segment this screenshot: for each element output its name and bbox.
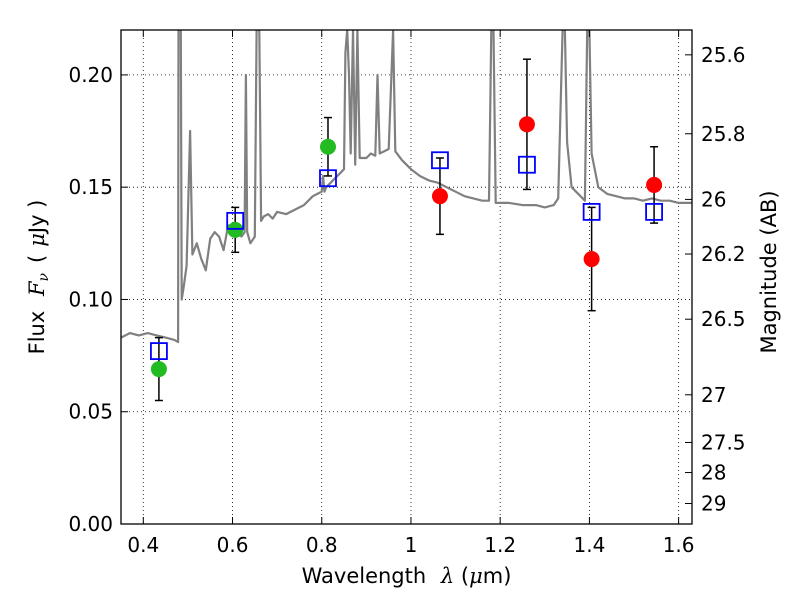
x-tick-label: 0.4: [127, 533, 159, 557]
x-tick-label: 1.2: [484, 533, 516, 557]
data-point: [227, 221, 244, 238]
data-point: [583, 251, 600, 268]
y2-tick-label: 26: [701, 187, 726, 211]
y-tick-label: 0.00: [68, 512, 113, 536]
data-point: [431, 188, 448, 205]
y-axis-label: Flux Fν(μJy ): [25, 200, 52, 355]
model-layer: [121, 30, 692, 344]
y2-tick-label: 25.8: [701, 122, 746, 146]
y-tick-label: 0.05: [68, 400, 113, 424]
x-tick-label: 0.6: [217, 533, 249, 557]
y-axis-label-group: Flux Fν(μJy ): [25, 200, 52, 355]
x-axis-label: Wavelength λ (μm): [302, 564, 512, 588]
y2-axis-label: Magnitude (AB): [757, 190, 781, 353]
x-tick-label: 1.4: [573, 533, 605, 557]
model-point: [582, 202, 601, 221]
y2-tick-label: 26.5: [701, 307, 746, 331]
y-tick-label: 0.20: [68, 63, 113, 87]
model-point: [150, 342, 168, 361]
y2-tick-label: 27: [701, 383, 726, 407]
x-tick-label: 0.8: [306, 533, 338, 557]
y-tick-label: 0.10: [68, 287, 113, 311]
grid-layer: [121, 30, 692, 525]
model-point: [226, 211, 245, 230]
model-point: [431, 151, 449, 170]
model-point: [319, 169, 337, 188]
data-point: [319, 138, 336, 155]
plot-frame: [120, 29, 693, 525]
x-tick-label: 1.6: [663, 533, 695, 557]
y2-tick-label: 27.5: [701, 430, 746, 454]
data-point: [150, 361, 167, 378]
model-spectrum-line: [121, 30, 692, 344]
model-point: [645, 202, 663, 221]
y2-tick-label: 28: [701, 461, 726, 485]
y-tick-label: 0.15: [68, 175, 113, 199]
y2-tick-label: 25.6: [701, 43, 746, 67]
data-point: [646, 176, 663, 193]
marker-layer: [150, 116, 663, 378]
tick-layer: 0.4 0.6 0.8 1 1.2 1.4 1.6 0.00 0.05 0.10 0.15 0.20 2…: [68, 30, 746, 557]
y2-axis-label-group: Magnitude (AB): [757, 190, 781, 353]
model-point: [518, 155, 536, 174]
y2-tick-label: 29: [701, 492, 726, 516]
y2-tick-label: 26.2: [701, 242, 746, 266]
data-point: [518, 116, 535, 133]
x-tick-label: 1: [405, 533, 418, 557]
